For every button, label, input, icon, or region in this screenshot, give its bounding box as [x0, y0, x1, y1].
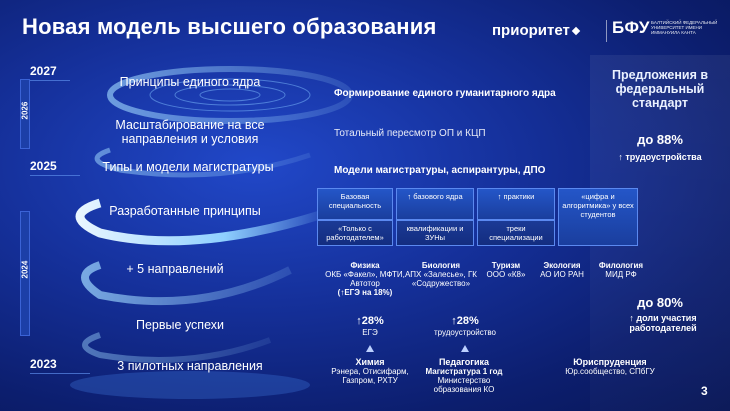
stat-employers-share: ↑ доли участия работодателей [629, 313, 697, 333]
direction-philology: Филология МИД РФ [598, 261, 644, 279]
year-2025: 2025 [30, 159, 57, 173]
stage-developed: Разработанные принципы [109, 204, 261, 218]
direction-chemistry: Химия Рэнера, Отисифарм, Газпром, РХТУ [331, 357, 409, 386]
direction-ecology: Экология АО ИО РАН [540, 261, 584, 279]
stat-80-percent: до 80% [637, 295, 683, 310]
box-1-bottom: «Только с работодателем» [317, 220, 393, 246]
stat-employment-growth: ↑ трудоустройства [618, 152, 702, 162]
divider-line [30, 373, 90, 374]
bfu-logo: БФУ [612, 18, 650, 37]
timeline-bar-2024 [20, 211, 30, 336]
success-ege: ↑28% ЕГЭ [356, 315, 384, 338]
box-2-top: ↑ базового ядра [396, 188, 474, 220]
divider-line [30, 175, 80, 176]
page-title: Новая модель высшего образования [22, 14, 437, 39]
desc-principles: Формирование единого гуманитарного ядра [334, 88, 556, 99]
diamond-icon [571, 26, 581, 36]
arrow-up-icon [366, 345, 374, 352]
success-employment: ↑28% трудоустройство [434, 315, 496, 338]
stage-principles: Принципы единого ядра [119, 75, 261, 89]
stage-plus5: + 5 направлений [126, 262, 224, 276]
stage-types: Типы и модели магистратуры [102, 160, 274, 174]
box-3-top: ↑ практики [477, 188, 555, 220]
timeline: 2026 2024 [20, 61, 30, 401]
proposals-federal-standard: Предложения в федеральный стандарт [611, 68, 709, 110]
desc-scaling: Тотальный пересмотр ОП и КЦП [334, 128, 486, 139]
stat-88-percent: до 88% [637, 132, 683, 147]
page-number: 3 [701, 384, 708, 398]
stage-scaling: Масштабирование на все направления и усл… [115, 118, 265, 146]
direction-tourism: Туризм ООО «К8» [486, 261, 526, 279]
timeline-bar-2026 [20, 79, 30, 149]
year-2023: 2023 [30, 357, 57, 371]
arrow-up-icon [461, 345, 469, 352]
divider-line [30, 80, 70, 81]
timeline-label-2026: 2026 [20, 101, 30, 120]
stage-first-success: Первые успехи [136, 318, 224, 332]
box-1-top: Базовая специальность [317, 188, 393, 220]
direction-biology: Биология АПХ «Залесье», ГК «Содружество» [405, 261, 477, 288]
desc-types: Модели магистратуры, аспирантуры, ДПО [334, 165, 546, 176]
box-4: «цифра и алгоритмика» у всех студентов [558, 188, 638, 246]
logo-divider [606, 20, 607, 42]
bfu-logo-subtitle: Балтийский федеральный университет имени… [651, 20, 718, 35]
direction-law: Юриспруденция Юр.сообщество, СПбГУ [565, 357, 655, 377]
box-3-bottom: треки специализации [477, 220, 555, 246]
direction-pedagogy: Педагогика Магистратура 1 год Министерст… [425, 357, 503, 395]
timeline-label-2024: 2024 [20, 260, 30, 279]
direction-physics: Физика ОКБ «Факел», МФТИ, Автотор (↑ЕГЭ … [325, 261, 405, 297]
box-2-bottom: квалификации и ЗУНы [396, 220, 474, 246]
year-2027: 2027 [30, 64, 57, 78]
spiral-decoration [70, 66, 353, 399]
prioritet-logo: приоритет [492, 22, 581, 39]
stage-pilot: 3 пилотных направления [117, 359, 263, 373]
